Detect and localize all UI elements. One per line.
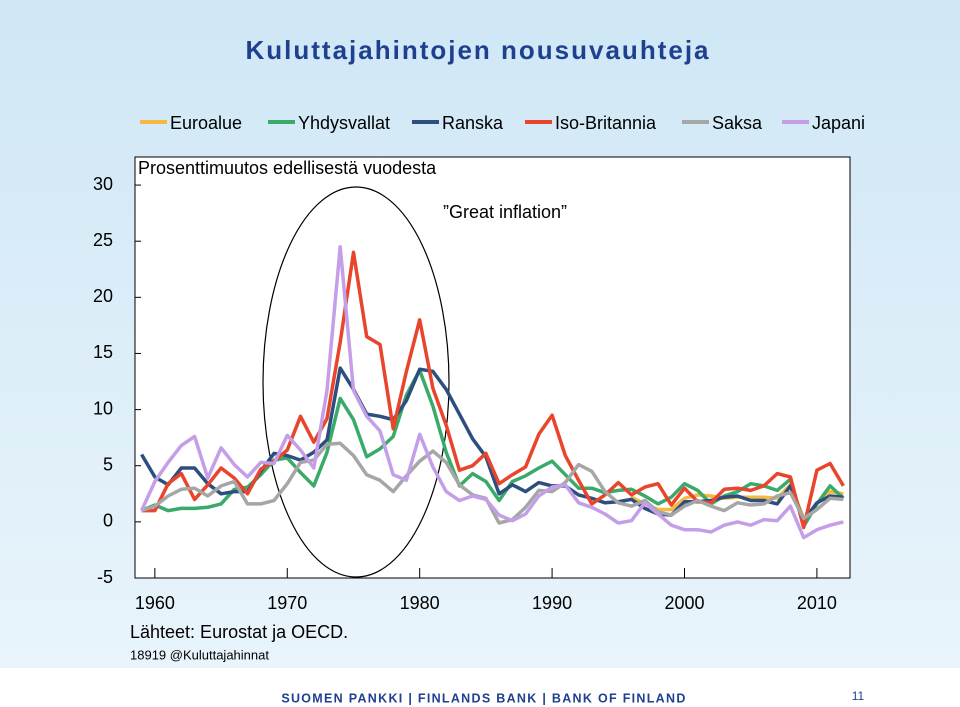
- x-tick-label: 2000: [664, 593, 704, 613]
- legend-label: Yhdysvallat: [298, 113, 390, 133]
- y-tick-label: 25: [93, 230, 113, 250]
- y-tick-label: 20: [93, 286, 113, 306]
- y-tick-label: 15: [93, 342, 113, 362]
- source: Lähteet: Eurostat ja OECD.: [130, 622, 348, 642]
- y-tick-label: 5: [103, 454, 113, 474]
- subtitle: Prosenttimuutos edellisestä vuodesta: [138, 158, 437, 178]
- x-tick-label: 1980: [400, 593, 440, 613]
- code: 18919 @Kuluttajahinnat: [130, 647, 269, 662]
- series-line: [140, 245, 844, 540]
- y-tick-label: 10: [93, 398, 113, 418]
- y-tick-label: 0: [103, 511, 113, 531]
- annotation: ”Great inflation”: [443, 202, 567, 222]
- x-tick-label: 1970: [267, 593, 307, 613]
- chart-title: Kuluttajahintojen nousuvauhteja: [245, 35, 710, 65]
- page-number: 11: [852, 689, 865, 703]
- series-line: [141, 250, 845, 530]
- legend-label: Ranska: [442, 113, 504, 133]
- y-tick-label: 30: [93, 174, 113, 194]
- annotation-ellipse: [262, 186, 450, 578]
- footer-text: SUOMEN PANKKI | FINLANDS BANK | BANK OF …: [281, 691, 686, 705]
- legend-label: Saksa: [712, 113, 763, 133]
- x-tick-label: 2010: [797, 593, 837, 613]
- footer-bar: [0, 668, 960, 707]
- x-tick-label: 1960: [135, 593, 175, 613]
- x-tick-label: 1990: [532, 593, 572, 613]
- legend-label: Iso-Britannia: [555, 113, 657, 133]
- legend-label: Euroalue: [170, 113, 242, 133]
- legend-label: Japani: [812, 113, 865, 133]
- series-line: [141, 441, 844, 525]
- y-tick-label: -5: [97, 567, 113, 587]
